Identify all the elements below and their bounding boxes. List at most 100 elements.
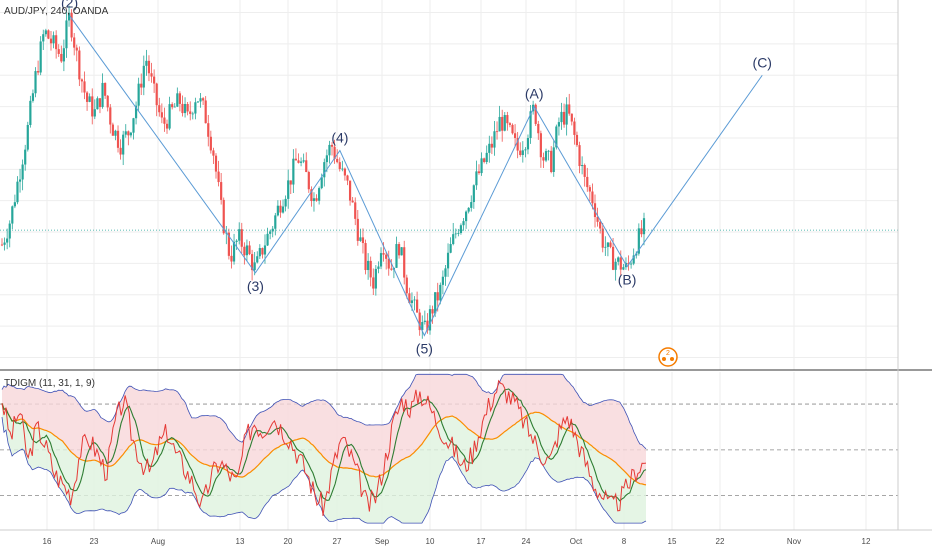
candle-body [501,116,504,131]
candle-body [88,96,91,102]
time-tick-label: 22 [716,537,725,546]
time-tick-label: 17 [477,537,486,546]
candle-body [436,292,439,301]
candle-body [104,82,107,96]
candle-body [65,20,68,49]
candle-body [434,292,437,314]
price-axis[interactable] [898,0,932,550]
candle-body [78,50,81,80]
candle-body [155,83,158,106]
candle-body [212,150,215,156]
candle-body [34,71,37,94]
candle-body [452,234,455,245]
time-tick-label: Nov [787,537,801,546]
candle-body [354,202,357,219]
candle-body [555,126,558,148]
candle-body [258,248,261,257]
candle-body [281,206,285,213]
candle-body [534,104,537,124]
candle-body [490,143,493,148]
candle-body [49,38,53,44]
candle-body [330,144,334,147]
candle-body [232,241,236,262]
candle-body [403,247,406,278]
candle-body [57,49,60,54]
candle-body [289,180,292,185]
oscillator-pane[interactable]: 80.0070.0060.0050.0040.0030.0020.00 [0,372,924,530]
candle-body [464,211,468,222]
candle-body [165,123,169,129]
candle-body [369,260,372,278]
candle-body [73,37,76,48]
candle-body [163,117,166,124]
candle-body [459,225,463,234]
candle-body [109,107,112,125]
candle-body [351,200,354,203]
candle-body [153,76,156,84]
candle-body [550,150,553,172]
candle-body [80,79,84,82]
candle-body [183,104,187,114]
lower-band-line [1,417,647,524]
time-tick-label: 23 [90,537,99,546]
candle-body [227,232,230,256]
time-tick-label: 16 [43,537,52,546]
candle-body [348,180,352,201]
tradingview-logo-icon[interactable]: 2 [658,347,678,367]
candle-body [263,245,267,255]
wave-label[interactable]: (3) [247,278,264,294]
candle-body [552,147,555,172]
candle-body [132,118,135,133]
candle-body [315,198,318,201]
candle-body [416,299,419,313]
candle-body [400,247,403,256]
wave-label[interactable]: (A) [525,86,544,102]
upper-band-line [1,373,647,450]
candle-body [593,203,597,218]
time-tick-label: Oct [570,537,583,546]
time-tick-label: 13 [236,537,245,546]
candle-body [513,133,517,139]
wave-label[interactable]: (5) [416,341,433,357]
time-axis[interactable]: 16 23 Aug 13 20 27 Sep 10 17 24 Oct 8 15 22 Nov 12 [43,537,871,546]
candle-body [609,242,612,247]
candle-body [408,293,411,304]
candle-body [93,109,96,117]
wave-label[interactable]: (B) [618,272,637,288]
candle-body [16,181,19,203]
candle-body [343,168,347,176]
candle-body [160,112,163,118]
candle-body [508,123,512,125]
lower-band-fill [2,403,646,524]
candle-body [261,248,264,255]
candle-body [181,103,184,114]
candle-body [614,261,617,270]
wave-label[interactable]: (2) [61,0,78,11]
candle-body [196,101,200,103]
candle-body [570,113,573,122]
elliott-wave-line[interactable] [69,15,763,337]
candle-body [511,124,514,134]
wave-label[interactable]: (C) [753,54,772,70]
candle-body [519,150,522,156]
candle-body [24,149,27,165]
candle-body [630,263,633,265]
candle-body [168,104,171,129]
wave-label[interactable]: (4) [331,130,348,146]
candle-body [119,147,122,155]
candle-body [243,246,246,256]
candle-body [397,244,401,256]
time-tick-label: 27 [333,537,342,546]
candle-body [186,104,189,112]
candle-body [498,116,501,132]
candle-body [575,134,579,146]
candle-body [578,145,581,167]
price-pane[interactable]: 84.00083.50083.00082.50082.00081.50081.0… [0,0,932,370]
candle-body [640,228,643,235]
candle-body [209,136,212,151]
candle-body [441,276,444,285]
candle-body [475,171,478,186]
candle-body [581,165,584,167]
candle-body [379,253,383,267]
